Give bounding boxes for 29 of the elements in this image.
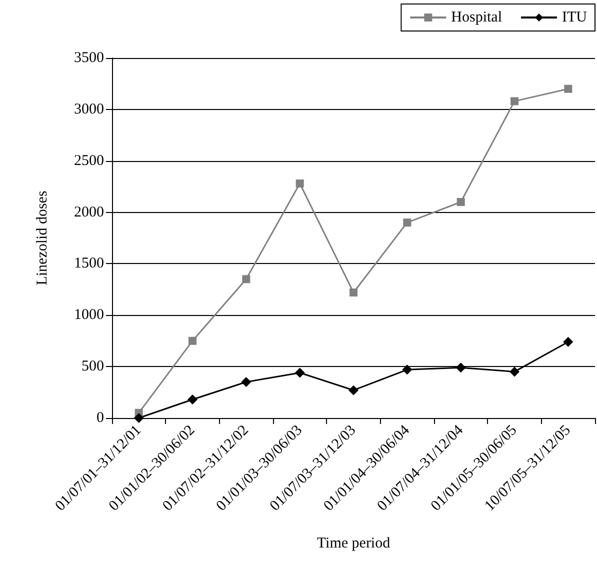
point [134,413,144,423]
point [242,275,250,284]
y-tick-label: 1000 [74,307,104,324]
y-tick-label: 500 [82,358,104,375]
point [402,364,412,375]
point [510,97,518,106]
y-tick-label: 2500 [74,152,104,169]
point [510,366,520,377]
point [296,179,304,188]
point [294,368,305,378]
y-tick-label: 3000 [74,101,104,118]
legend-label: ITU [562,10,588,26]
point [564,84,572,93]
y-tick-label: 3500 [74,50,104,66]
y-tick-label: 1500 [74,256,104,272]
y-axis-title: Linezolid doses [34,190,50,286]
y-tick-label: 0 [96,410,104,426]
point [348,385,358,396]
y-tick-label: 2000 [74,204,104,220]
point [241,377,252,387]
point [403,218,412,227]
point [456,198,465,206]
x-axis-title: Time period [316,536,391,552]
point [456,362,466,373]
point [188,394,198,404]
point [188,336,196,345]
point [563,336,574,347]
legend-label: Hospital [451,10,502,26]
point [350,288,358,297]
